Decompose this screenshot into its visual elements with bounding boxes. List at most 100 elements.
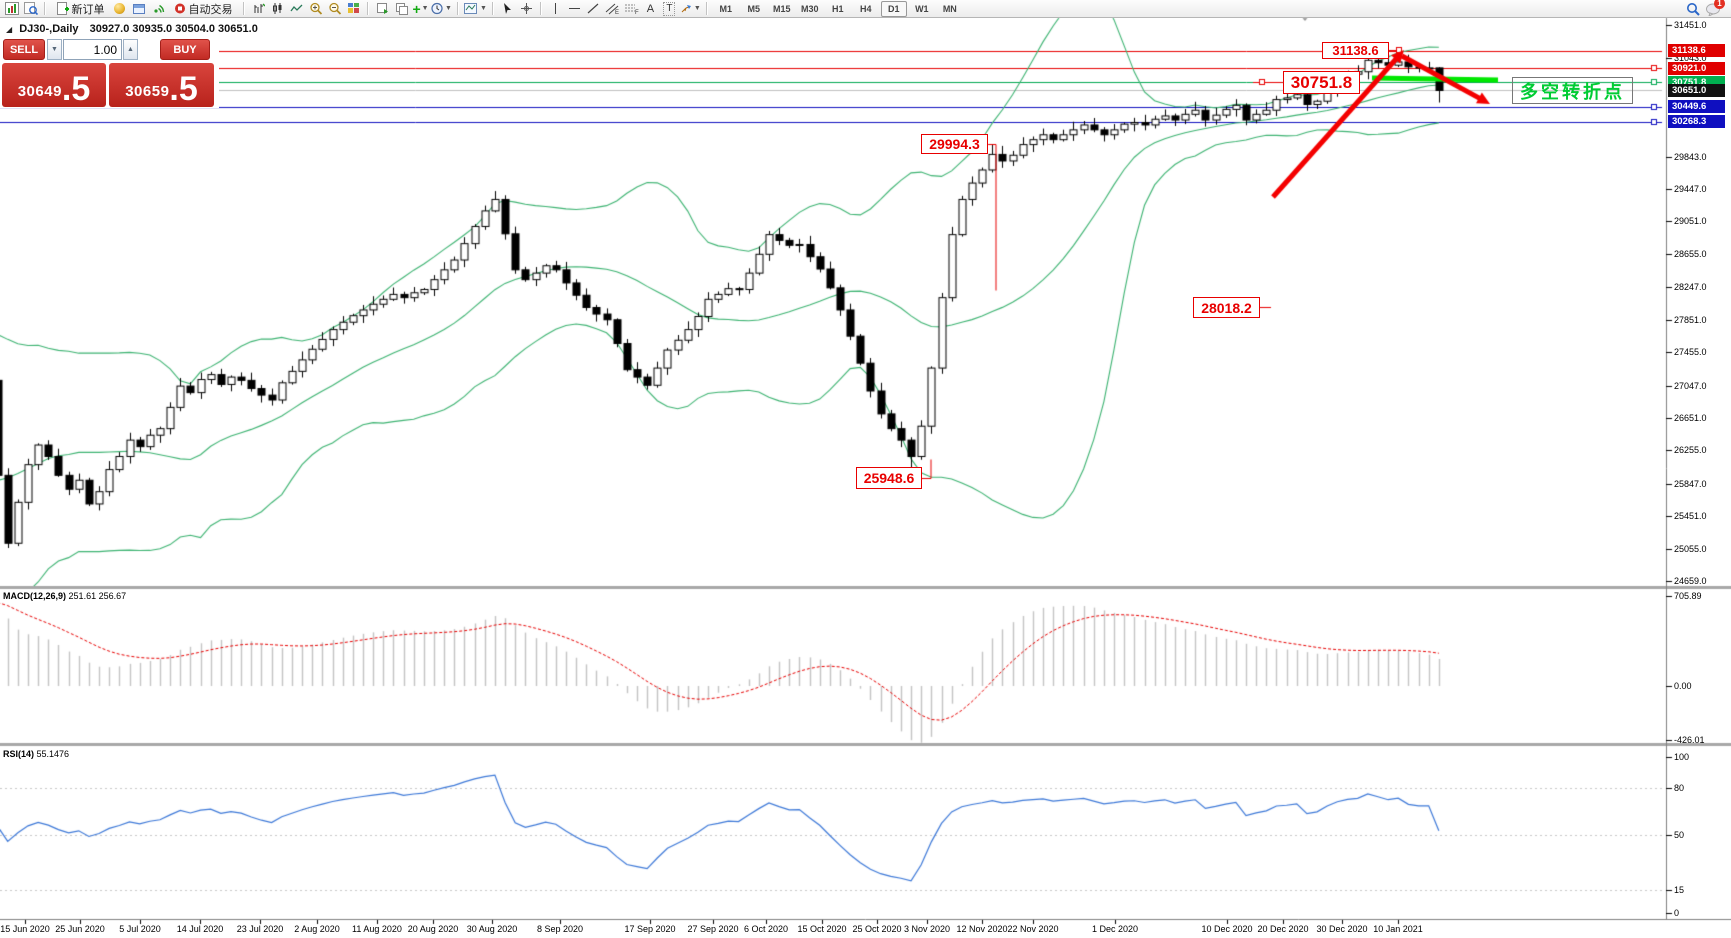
price-tick: 28247.0	[1674, 282, 1707, 293]
sell-button[interactable]: SELL	[3, 39, 45, 60]
rsi-axis-tick: 100	[1674, 752, 1690, 762]
new-chart-icon[interactable]	[3, 1, 20, 16]
signals-icon[interactable]	[149, 1, 166, 16]
time-axis-label: 15 Oct 2020	[797, 924, 847, 934]
text-tool-icon[interactable]: A	[646, 2, 655, 15]
svg-text:E: E	[615, 10, 619, 15]
timeframe-m15[interactable]: M15	[773, 3, 791, 14]
price-level-label[interactable]: 25948.6	[856, 467, 922, 489]
rsi-axis-tick: 0	[1674, 908, 1680, 918]
timeframe-m30[interactable]: M30	[801, 3, 819, 14]
price-badge: 31138.6	[1668, 44, 1725, 58]
price-level-label[interactable]: 31138.6	[1322, 42, 1389, 59]
channel-tool-icon[interactable]: E	[604, 1, 621, 16]
timeframe-w1[interactable]: W1	[915, 3, 929, 14]
time-axis-label: 1 Dec 2020	[1091, 924, 1139, 934]
timeframe-mn[interactable]: MN	[942, 3, 957, 14]
price-tick: 31451.0	[1674, 20, 1707, 30]
templates-icon[interactable]: ▼	[463, 1, 487, 16]
zoom-out-icon[interactable]	[326, 1, 343, 16]
chat-icon[interactable]: 1	[1704, 0, 1725, 16]
price-level-label[interactable]: 30751.8	[1283, 71, 1360, 94]
timeframe-m5[interactable]: M5	[747, 3, 761, 14]
toolbar-separator	[367, 2, 369, 15]
macd-name: MACD(12,26,9)	[3, 591, 67, 601]
line-chart-type-icon[interactable]	[288, 1, 305, 16]
macd-header: MACD(12,26,9) 251.61 256.67	[3, 591, 126, 601]
price-tick: 25847.0	[1674, 478, 1707, 489]
buy-price-display[interactable]: 30659 .5	[109, 63, 214, 107]
vertical-line-tool-icon[interactable]	[547, 1, 564, 16]
macd-values: 251.61 256.67	[68, 591, 127, 601]
fibonacci-tool-icon[interactable]: F	[623, 1, 640, 16]
time-axis-label: 11 Aug 2020	[352, 924, 402, 934]
cursor-icon[interactable]	[499, 1, 516, 16]
volume-input[interactable]	[63, 39, 122, 60]
time-axis-label: 17 Sep 2020	[624, 924, 676, 934]
horizontal-line-tool-icon[interactable]	[566, 1, 583, 16]
turning-point-note[interactable]: 多空转折点	[1512, 77, 1633, 104]
arrows-tool-icon[interactable]: ▼	[680, 1, 701, 16]
trendline-tool-icon[interactable]	[585, 1, 602, 16]
crosshair-icon[interactable]	[518, 1, 535, 16]
chart-context-icon: ◢	[6, 25, 13, 34]
price-tick: 31043.0	[1674, 53, 1707, 64]
price-tick: 26255.0	[1674, 445, 1707, 456]
price-badge: 30268.3	[1668, 115, 1725, 129]
periods-clock-icon[interactable]: ▼	[431, 1, 452, 16]
search-icon[interactable]	[1685, 1, 1702, 16]
time-axis-label: 2 Aug 2020	[294, 924, 340, 934]
volume-up-button[interactable]: ▲	[123, 39, 138, 60]
time-axis-label: 30 Aug 2020	[466, 924, 518, 934]
toolbar-separator	[456, 2, 459, 15]
rsi-value: 55.1476	[36, 749, 70, 759]
toolbar-separator	[705, 2, 708, 15]
new-order-button[interactable]: 新订单	[51, 1, 109, 16]
label-tool-icon[interactable]: T	[661, 1, 678, 16]
tile-windows-icon[interactable]	[345, 1, 362, 16]
autotrading-button[interactable]: 自动交易	[168, 1, 238, 16]
add-indicator-icon[interactable]: + ▼	[412, 0, 429, 17]
timeframe-m1[interactable]: M1	[719, 3, 733, 14]
rsi-axis-tick: 50	[1674, 830, 1685, 840]
sell-price-dec: .5	[61, 70, 91, 108]
timeframe-bar: M1 M5 M15 M30 H1 H4 D1 W1 MN	[712, 0, 964, 17]
time-axis-label: 23 Jul 2020	[236, 924, 284, 934]
time-axis-label: 8 Sep 2020	[536, 924, 584, 934]
bar-chart-type-icon[interactable]	[250, 1, 267, 16]
one-click-trading-panel: SELL ▼ ▲ BUY 30649 .5 30659 .5	[0, 37, 219, 108]
profiles-icon[interactable]	[22, 1, 39, 16]
price-tick: 27851.0	[1674, 314, 1707, 325]
terminal-window-icon[interactable]	[130, 1, 147, 16]
price-tick: 26651.0	[1674, 412, 1707, 423]
buy-button[interactable]: BUY	[160, 39, 210, 60]
main-toolbar: 新订单 自动交易	[0, 0, 1731, 18]
price-badge: 30921.0	[1668, 61, 1725, 75]
svg-text:F: F	[635, 10, 639, 15]
candlestick-type-icon[interactable]	[269, 1, 286, 16]
price-level-label[interactable]: 29994.3	[921, 134, 988, 154]
notification-badge: 1	[1714, 0, 1725, 9]
cascade-windows-icon[interactable]	[393, 1, 410, 16]
new-order-label: 新订单	[71, 3, 105, 16]
timeframe-d1[interactable]: D1	[880, 0, 907, 17]
zoom-in-icon[interactable]	[307, 1, 324, 16]
timeframe-h1[interactable]: H1	[832, 3, 844, 14]
expert-seal-icon[interactable]	[111, 1, 128, 16]
price-level-label[interactable]: 28018.2	[1193, 297, 1260, 318]
time-axis-label: 27 Sep 2020	[687, 924, 739, 934]
time-axis-label: 25 Jun 2020	[55, 924, 105, 934]
time-axis-label: 5 Jul 2020	[119, 924, 161, 934]
arrange-windows-icon[interactable]	[374, 1, 391, 16]
sell-price-display[interactable]: 30649 .5	[2, 63, 106, 107]
sell-price-int: 30649	[17, 83, 62, 100]
price-tick: 29051.0	[1674, 216, 1707, 227]
volume-down-button[interactable]: ▼	[47, 39, 62, 60]
price-tick: 29843.0	[1674, 151, 1707, 162]
autotrading-label: 自动交易	[188, 3, 233, 16]
toolbar-separator	[491, 2, 494, 15]
rsi-name: RSI(14)	[3, 749, 35, 759]
rsi-axis-tick: 15	[1674, 884, 1685, 895]
timeframe-h4[interactable]: H4	[860, 3, 872, 14]
